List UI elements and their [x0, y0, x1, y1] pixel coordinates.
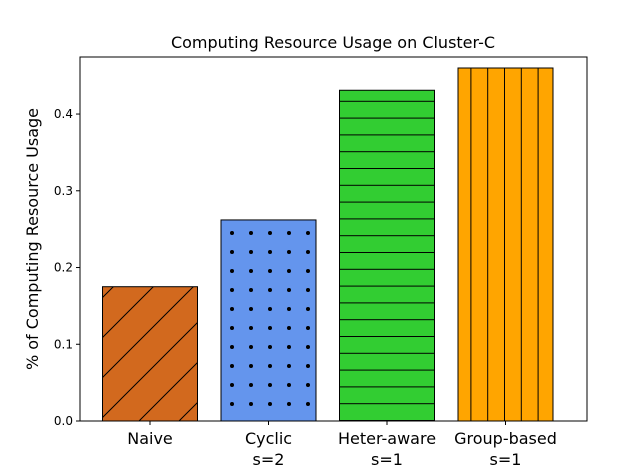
x-tick-label-line2: s=2: [253, 450, 285, 469]
y-tick-label: 0.1: [54, 337, 73, 351]
bar-hatch: [339, 89, 435, 422]
y-axis-label: % of Computing Resource Usage: [23, 108, 42, 370]
x-tick-label: Group-based: [454, 429, 557, 448]
bar-hatch: [457, 67, 554, 422]
x-tick-label: Cyclic: [245, 429, 292, 448]
bars: [102, 67, 554, 422]
y-tick-label: 0.2: [54, 261, 73, 275]
x-tick-label: Naive: [127, 429, 173, 448]
bar-hatch: [220, 219, 317, 422]
y-tick-label: 0.3: [54, 184, 73, 198]
x-tick-label: Heter-aware: [338, 429, 436, 448]
y-tick-label: 0.4: [54, 107, 73, 121]
x-axis-ticks: Naive Cyclic s=2 Heter-aware s=1 Group-based s…: [127, 421, 557, 469]
x-tick-label-line2: s=1: [371, 450, 403, 469]
bar-hatch: [102, 286, 198, 422]
y-axis-ticks: 0.0 0.1 0.2 0.3 0.4: [54, 107, 80, 428]
y-tick-label: 0.0: [54, 414, 73, 428]
chart-title: Computing Resource Usage on Cluster-C: [171, 33, 495, 52]
x-tick-label-line2: s=1: [490, 450, 522, 469]
plot-frame: [79, 56, 588, 422]
